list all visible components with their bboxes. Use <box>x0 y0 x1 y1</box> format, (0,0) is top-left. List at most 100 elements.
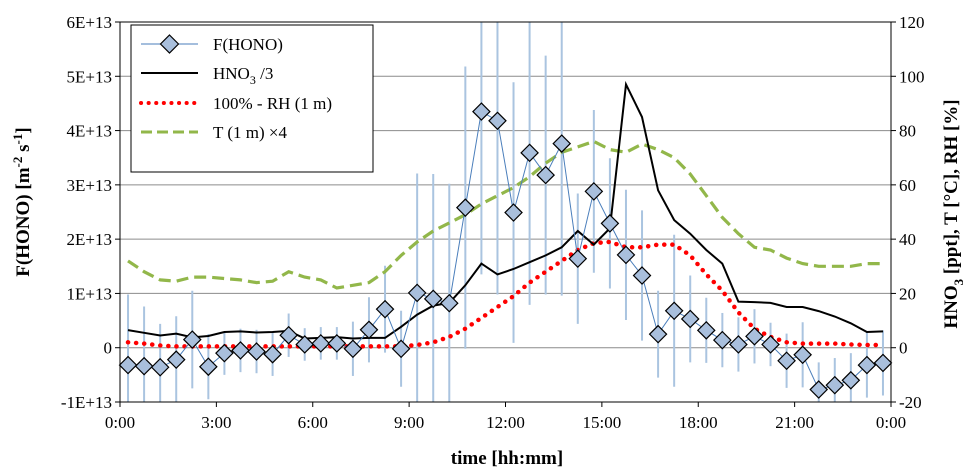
fhono-marker-41 <box>777 351 796 371</box>
legend-hno3-label-sub: 3 <box>250 73 256 87</box>
legend-hno3-label-part-2: /3 <box>256 64 273 83</box>
fhono-marker-23 <box>488 111 507 131</box>
fhono-marker-10 <box>279 325 299 345</box>
fhono-marker-22 <box>472 102 491 121</box>
fhono-marker-42 <box>793 345 813 365</box>
fhono-marker-45 <box>841 370 861 390</box>
fhono-marker-16 <box>375 299 395 319</box>
y-left-title-sup-2: -1 <box>10 134 25 145</box>
fhono-marker-11 <box>295 335 315 354</box>
fhono-marker-4 <box>182 330 202 349</box>
y-left-tick-label-1: 0 <box>104 339 113 358</box>
fhono-marker-39 <box>745 326 764 346</box>
legend-fhono-marker <box>159 34 180 54</box>
fhono-marker-32 <box>632 266 652 285</box>
fhono-marker-35 <box>680 309 700 329</box>
y-left-title-part-1: F(HONO) [m <box>13 167 34 276</box>
fhono-marker-29 <box>584 182 604 201</box>
fhono-marker-43 <box>809 380 829 399</box>
y-left-tick-label-3: 2E+13 <box>67 230 112 249</box>
x-tick-label-6: 18:00 <box>679 413 718 432</box>
fhono-marker-44 <box>825 375 845 395</box>
y-left-title-sup-1: -2 <box>10 157 25 168</box>
fhono-marker-34 <box>664 301 684 321</box>
y-right-title-sub: 3 <box>951 278 966 285</box>
fhono-marker-13 <box>327 334 347 353</box>
y-left-tick-label-6: 5E+13 <box>67 67 112 86</box>
fhono-marker-25 <box>520 143 539 163</box>
y-left-tick-labels: -1E+13 0 1E+13 2E+13 3E+13 4E+13 5E+13 6E+13 <box>61 13 112 412</box>
x-tick-label-0: 0:00 <box>105 413 135 432</box>
fhono-marker-26 <box>536 165 556 185</box>
y-left-title-part-3: ] <box>13 127 34 133</box>
fhono-marker-15 <box>359 320 379 340</box>
x-tick-labels: 0:00 3:00 6:00 9:00 12:00 15:00 18:00 21:00 0:00 <box>105 413 906 432</box>
y-right-tick-label-3: 40 <box>899 230 916 249</box>
fhono-marker-47 <box>873 353 893 373</box>
legend-fhono-label: F(HONO) <box>213 35 283 54</box>
x-axis-title: time [hh:mm] <box>451 448 563 469</box>
y-left-tick-label-7: 6E+13 <box>67 13 112 32</box>
y-left-axis-title: F(HONO) [m-2 s-1] <box>10 127 34 276</box>
fhono-marker-8 <box>247 342 266 361</box>
y-right-tick-label-0: -20 <box>899 393 922 412</box>
y-right-axis-title: HNO3 [ppt], T [°C], RH [%] <box>941 99 966 328</box>
y-right-tick-label-5: 80 <box>899 122 916 141</box>
y-right-tick-label-1: 0 <box>899 339 908 358</box>
y-left-tick-label-4: 3E+13 <box>67 176 112 195</box>
fhono-markers <box>118 102 893 399</box>
fhono-marker-38 <box>729 335 748 354</box>
fhono-marker-9 <box>263 344 282 364</box>
fhono-marker-40 <box>761 335 780 354</box>
fhono-marker-20 <box>439 293 459 313</box>
y-right-tick-labels: -20 0 20 40 60 80 100 120 <box>899 13 925 412</box>
fhono-marker-31 <box>616 245 636 265</box>
x-tick-label-1: 3:00 <box>201 413 231 432</box>
fhono-marker-27 <box>552 134 572 153</box>
fhono-marker-6 <box>215 343 234 363</box>
axes <box>115 21 896 407</box>
y-right-tick-label-6: 100 <box>899 67 925 86</box>
y-right-tick-label-4: 60 <box>899 176 916 195</box>
y-right-title-part-2: [ppt], T [°C], RH [%] <box>941 99 962 278</box>
fhono-marker-18 <box>407 283 427 303</box>
fhono-marker-24 <box>504 203 523 222</box>
x-tick-label-2: 6:00 <box>298 413 328 432</box>
fhono-marker-5 <box>198 357 218 377</box>
y-right-title-part-1: HNO <box>941 285 962 328</box>
legend-temp-label: T (1 m) ×4 <box>213 123 287 142</box>
fhono-marker-37 <box>712 330 732 350</box>
y-left-title-part-2: s <box>13 144 34 156</box>
fhono-marker-17 <box>391 339 411 359</box>
x-tick-label-5: 15:00 <box>583 413 622 432</box>
x-tick-label-4: 12:00 <box>486 413 525 432</box>
x-tick-label-7: 21:00 <box>775 413 814 432</box>
y-right-tick-label-2: 20 <box>899 284 916 303</box>
y-left-tick-label-5: 4E+13 <box>67 122 112 141</box>
fhono-marker-19 <box>423 289 443 309</box>
fhono-marker-0 <box>118 355 138 375</box>
y-left-tick-label-0: -1E+13 <box>61 393 112 412</box>
x-tick-label-8: 0:00 <box>876 413 906 432</box>
fhono-marker-12 <box>311 334 331 353</box>
fhono-marker-3 <box>166 350 186 370</box>
series-line-temp <box>127 139 883 290</box>
legend: F(HONO) HNO3 /3 100% - RH (1 m) T (1 m) … <box>130 24 374 173</box>
fhono-marker-30 <box>600 214 620 233</box>
fhono-marker-2 <box>150 357 170 377</box>
fhono-marker-46 <box>857 355 877 375</box>
legend-hno3-label-part-1: HNO <box>213 64 250 83</box>
y-right-tick-label-7: 120 <box>899 13 925 32</box>
fhono-marker-33 <box>648 324 668 344</box>
fhono-marker-21 <box>455 198 475 218</box>
legend-hno3-label: HNO3 /3 <box>213 64 273 87</box>
y-left-tick-label-2: 1E+13 <box>67 284 112 303</box>
fhono-marker-36 <box>696 320 716 340</box>
fhono-marker-28 <box>568 249 588 269</box>
fhono-marker-1 <box>134 356 154 376</box>
legend-rh-label: 100% - RH (1 m) <box>213 94 332 113</box>
x-tick-label-3: 9:00 <box>394 413 424 432</box>
fhono-marker-14 <box>343 339 363 359</box>
fhono-marker-7 <box>231 341 250 360</box>
